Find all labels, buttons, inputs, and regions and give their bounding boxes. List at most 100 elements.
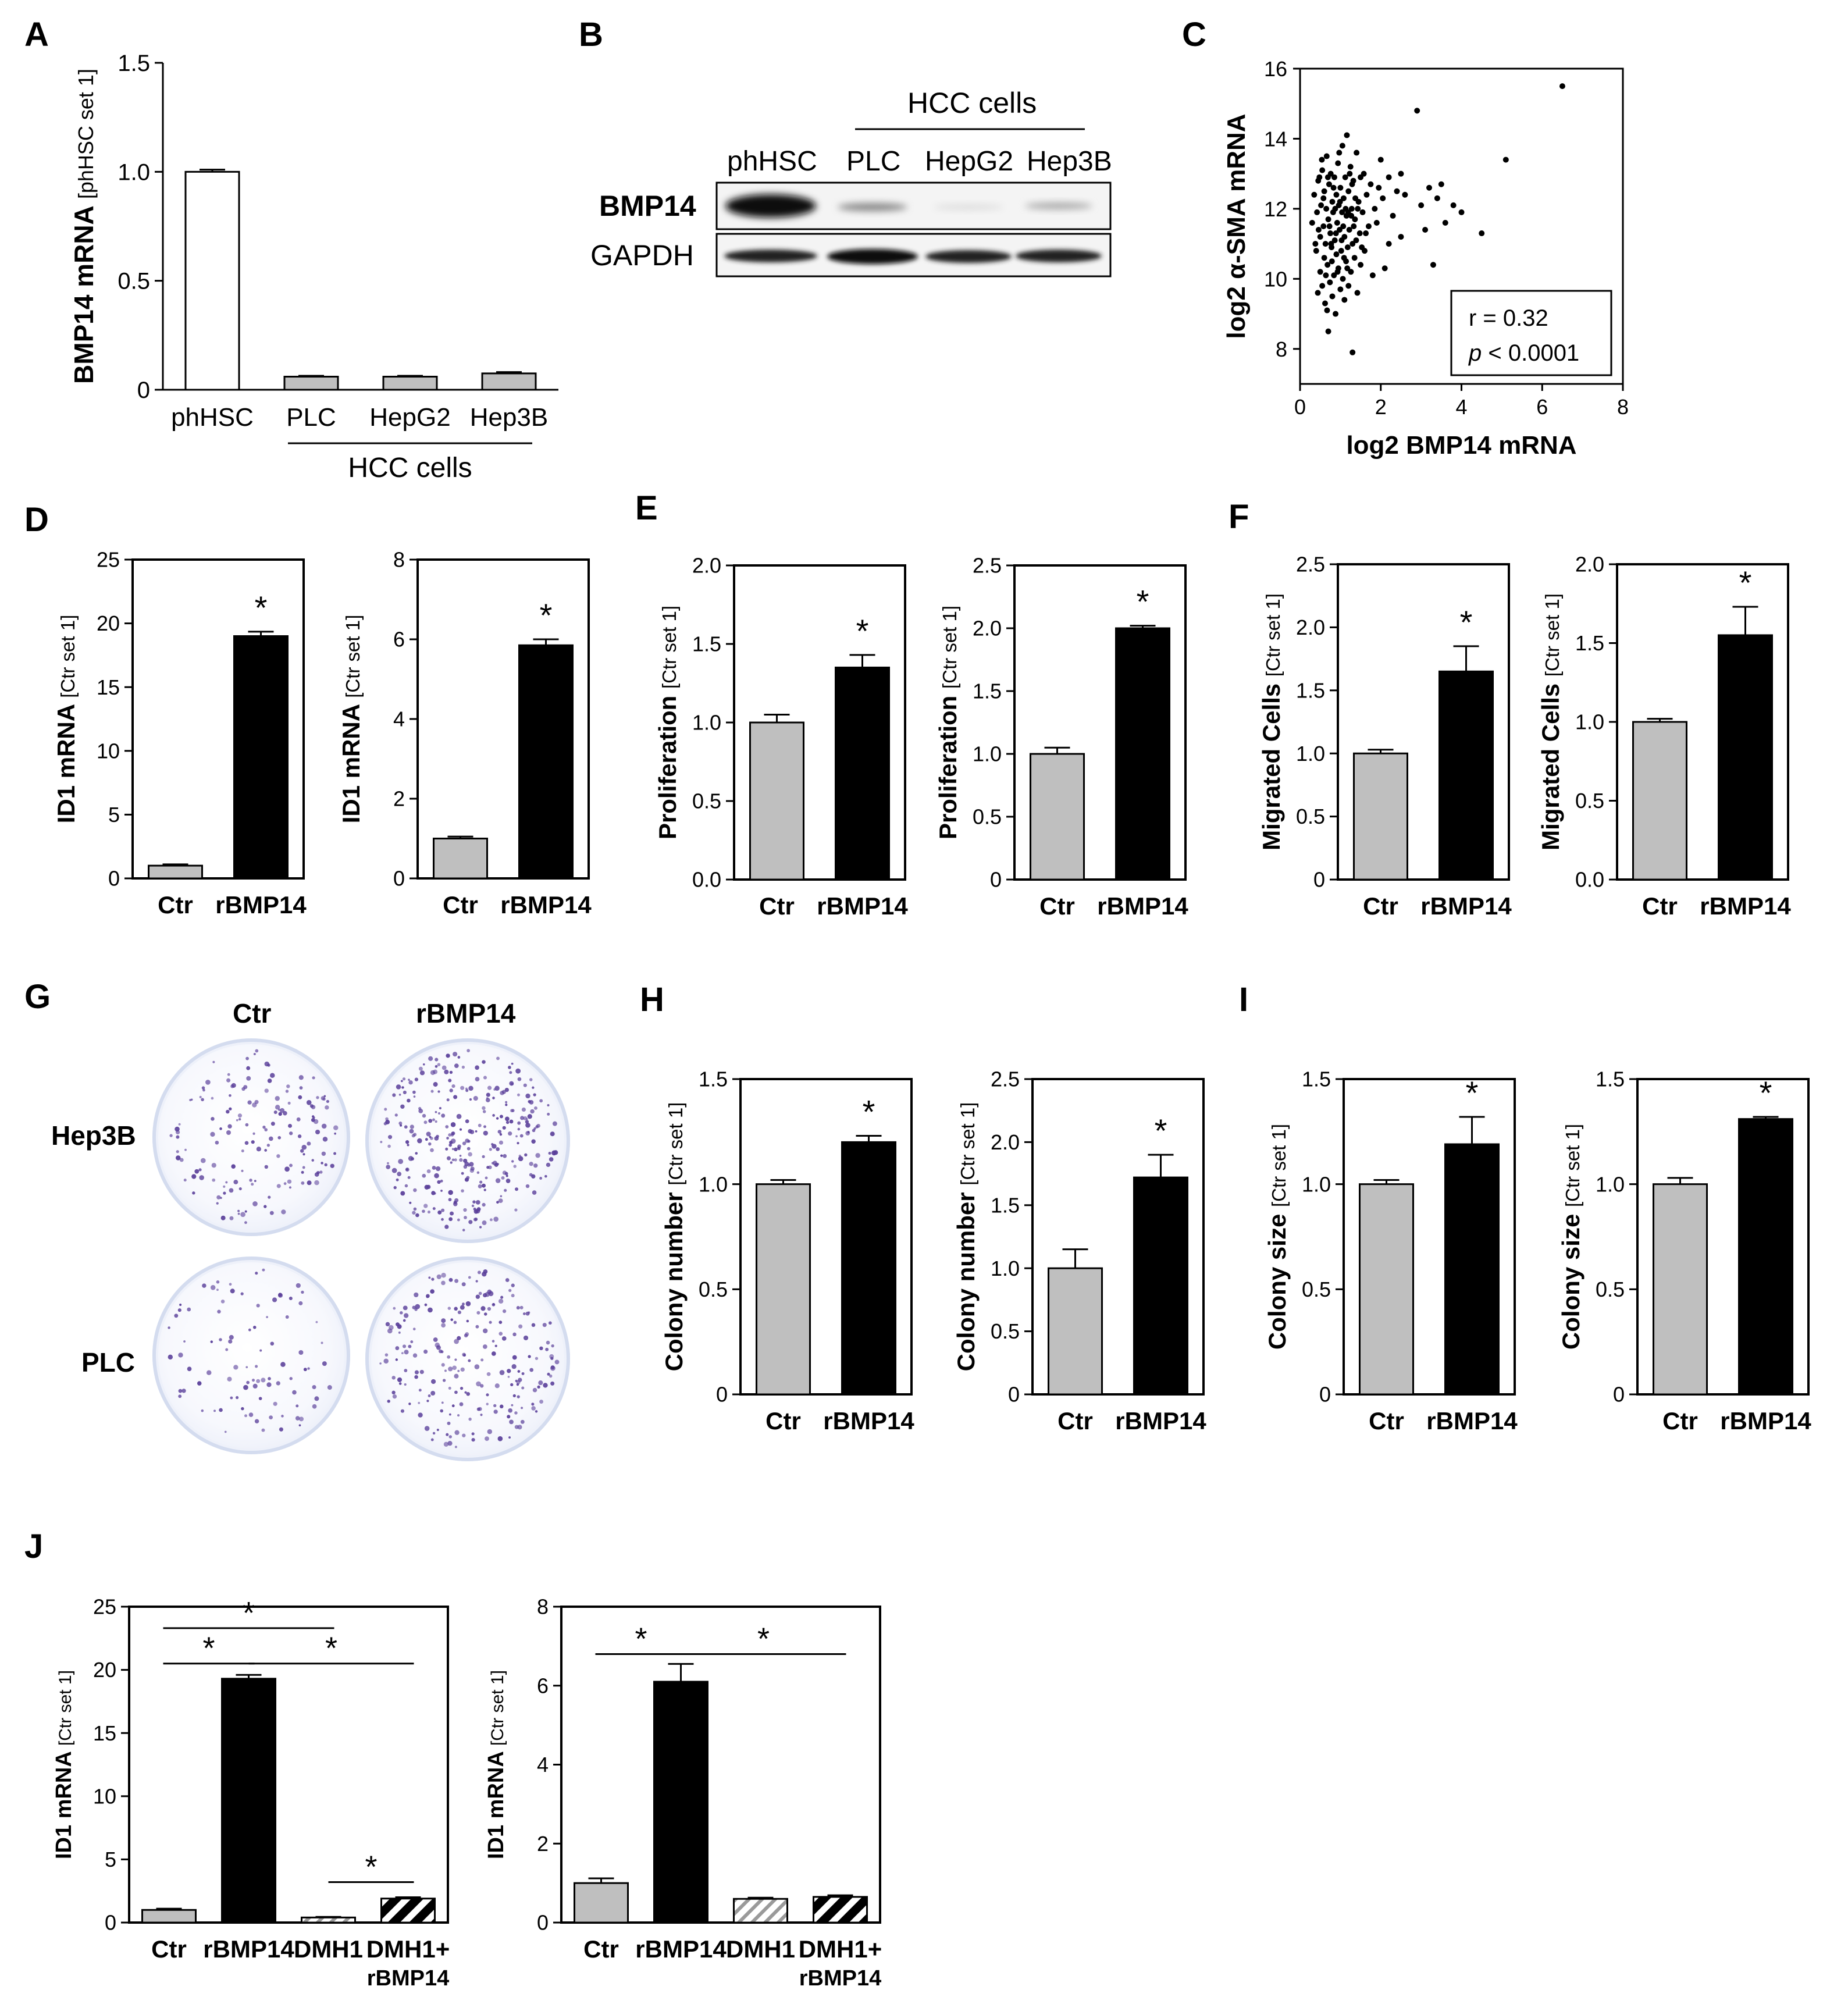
scatter-point <box>1314 209 1320 215</box>
scatter-point <box>1354 150 1360 156</box>
y-axis-label-sub: [Ctr set 1] <box>488 1670 507 1746</box>
y-axis-label: log2 α-SMA mRNA <box>1222 113 1251 339</box>
colony-dish-plc-ctr <box>152 1256 350 1454</box>
scatter-point <box>1336 227 1343 233</box>
y-tick-label: 5 <box>108 803 120 827</box>
y-tick-label: 0.5 <box>1302 1277 1331 1301</box>
scatter-point <box>1324 307 1330 314</box>
y-tick-label: 5 <box>105 1848 116 1871</box>
y-axis-label-main: ID1 mRNA <box>52 1746 76 1859</box>
x-tick-label: rBMP14 <box>823 1407 914 1435</box>
y-tick-label: 0 <box>990 868 1002 892</box>
stats-p-symbol: p <box>1468 340 1482 366</box>
scatter-point <box>1394 188 1400 194</box>
scatter-point <box>1356 230 1363 237</box>
scatter-point <box>1322 300 1329 307</box>
scatter-point <box>1390 212 1396 219</box>
y-tick-label: 15 <box>97 675 120 699</box>
scatter-point <box>1458 209 1465 215</box>
y-axis-label-sub: [Ctr set 1] <box>939 606 960 689</box>
x-tick-label: Ctr <box>1642 892 1678 920</box>
y-tick-label: 0.5 <box>1596 1277 1625 1301</box>
scatter-point <box>1317 269 1323 275</box>
chart-D1: 0 5 10 15 20 25 Ctr rBMP14 * ID1 mRNA [Ctr set 1] <box>52 548 307 919</box>
y-tick-label: 1.5 <box>1296 678 1325 702</box>
blot-band-gapdh-hepg2 <box>925 250 1012 263</box>
y-axis-label-main: Colony size <box>1263 1207 1291 1350</box>
x-tick-label: Ctr <box>1057 1407 1093 1435</box>
y-tick-label: 0 <box>393 867 405 891</box>
y-tick-label: 1.5 <box>991 1193 1020 1217</box>
scatter-point <box>1341 255 1347 261</box>
scatter-point <box>1338 248 1344 254</box>
scatter-point <box>1325 216 1331 222</box>
x-tick-label: Ctr <box>1369 1407 1404 1435</box>
x-tick-label: 6 <box>1536 395 1548 419</box>
significance-star: * <box>1460 604 1473 640</box>
scatter-point <box>1346 227 1352 233</box>
bar-rbmp14 <box>835 667 890 881</box>
y-axis-label-sub: [Ctr set 1] <box>1268 1124 1290 1207</box>
panel-label-d: D <box>24 501 49 539</box>
chart-J1: 0 5 10 15 20 25 Ctr rBMP14 DMH1 DMH1+ rBMP14 * * * * ID… <box>52 1595 450 1991</box>
y-axis-label-main: Colony size <box>1557 1207 1584 1350</box>
stats-r: r = 0.32 <box>1469 305 1548 331</box>
scatter-point <box>1319 156 1325 163</box>
y-tick-label: 0.5 <box>699 1277 728 1301</box>
y-tick-label: 0.5 <box>1296 805 1325 828</box>
y-tick-label: 0 <box>105 1911 116 1935</box>
y-axis-label-sub: [Ctr set 1] <box>658 606 680 689</box>
scatter-point <box>1386 241 1392 247</box>
scatter-point <box>1502 156 1509 163</box>
scatter-point <box>1339 143 1345 149</box>
y-tick-label: 15 <box>93 1721 116 1745</box>
x-tick-label: rBMP14 <box>635 1935 727 1963</box>
scatter-point <box>1355 205 1361 212</box>
y-tick-label: 1.0 <box>692 711 721 735</box>
y-axis-label-sub: [Ctr set 1] <box>1262 593 1284 677</box>
bar-ctr <box>141 1909 197 1924</box>
y-axis-label-sub: [Ctr set 1] <box>665 1102 686 1186</box>
panel-label-h: H <box>640 981 664 1019</box>
x-tick-label: DMH1+ <box>366 1935 450 1963</box>
y-tick-label: 0.5 <box>117 269 150 294</box>
bar-rbmp14 <box>1133 1176 1188 1396</box>
scatter-point <box>1324 262 1331 268</box>
y-axis-label-sub: [Ctr set 1] <box>342 615 364 698</box>
scatter-point <box>1380 195 1386 201</box>
scatter-point <box>1372 205 1378 212</box>
scatter-point <box>1359 244 1365 251</box>
x-tick-label: Ctr <box>583 1935 619 1963</box>
x-tick-label: rBMP14 <box>1097 892 1188 920</box>
chart-A: 0 0.5 1.0 1.5 phHSC PLC HepG2 Hep3B HCC cells BMP… <box>69 51 558 483</box>
y-tick-label: 0.5 <box>973 805 1002 829</box>
y-tick-label: 2.0 <box>991 1130 1020 1154</box>
y-tick-label: 4 <box>393 707 405 731</box>
y-axis-label: ID1 mRNA [Ctr set 1] <box>337 615 365 824</box>
y-tick-label: 1.5 <box>1596 1067 1625 1091</box>
x-tick-label: Ctr <box>1039 892 1075 920</box>
scatter-point <box>1373 219 1380 226</box>
scatter-point <box>1347 170 1353 177</box>
bar-ctr <box>433 838 488 880</box>
y-axis-label: Migrated Cells [Ctr set 1] <box>1258 593 1285 850</box>
chart-frame <box>131 558 305 880</box>
significance-star: * <box>1466 1074 1479 1111</box>
scatter-point <box>1345 188 1352 194</box>
colony-row-plc: PLC <box>81 1347 135 1377</box>
blot-band-gapdh-phhsc <box>724 250 817 262</box>
scatter-point <box>1330 184 1337 191</box>
y-axis-label-main: Migrated Cells <box>1258 677 1285 850</box>
scatter-point <box>1333 251 1340 258</box>
scatter-point <box>1325 328 1331 334</box>
bar-hepg2 <box>382 376 438 391</box>
scatter-point <box>1398 170 1404 177</box>
scatter-point <box>1327 279 1333 286</box>
scatter-point <box>1351 223 1357 229</box>
scatter-point <box>1339 209 1345 215</box>
chart-I2: 0 0.5 1.0 1.5 Ctr rBMP14 * Colony size [Ctr set… <box>1557 1067 1811 1435</box>
scatter-point <box>1358 262 1364 268</box>
blot-band-bmp14-phhsc <box>725 194 816 218</box>
y-tick-label: 20 <box>97 611 120 635</box>
